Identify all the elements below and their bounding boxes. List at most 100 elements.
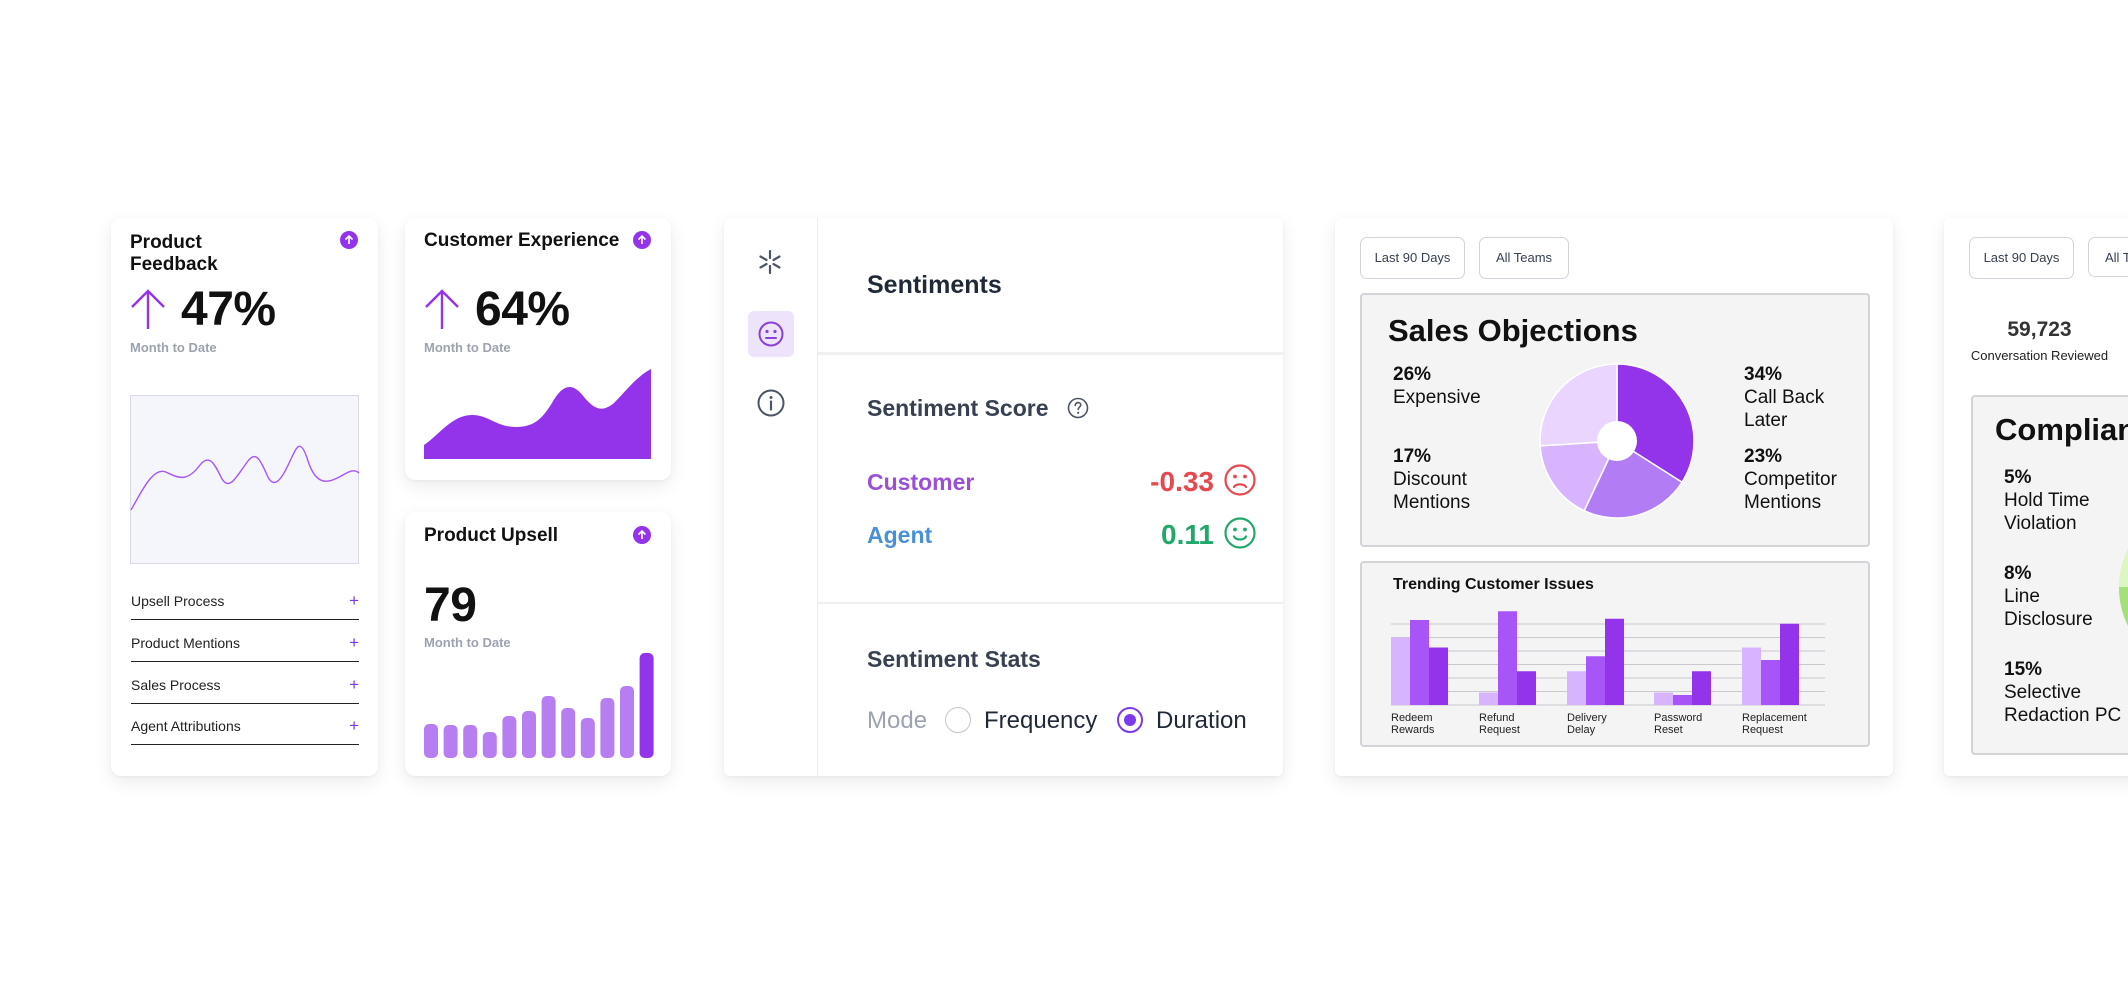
plus-icon[interactable]: + (349, 591, 359, 610)
sales-objections-panel: Sales Objections 26% Expensive 17% Disco… (1360, 293, 1870, 547)
pie-slice (1539, 440, 1619, 512)
frequency-label[interactable]: Frequency (984, 707, 1098, 734)
sparkle-icon[interactable] (757, 249, 783, 275)
issue-bar (1479, 692, 1498, 705)
trending-issues-axis: Redeem Rewards Refund Request Delivery Del… (1391, 712, 1825, 742)
pie-hole (1597, 421, 1637, 461)
x-tick-label: Replacement Request (1742, 712, 1807, 736)
happy-face-icon (1224, 517, 1256, 549)
upsell-bar (463, 725, 478, 758)
up-arrow-badge-icon[interactable] (340, 231, 358, 249)
product-feedback-sub: Month to Date (130, 340, 217, 355)
issue-bar (1391, 637, 1410, 705)
upsell-bar (561, 708, 576, 758)
x-tick-label: Refund Request (1479, 712, 1520, 736)
plus-icon[interactable]: + (349, 675, 359, 694)
upsell-bar (443, 725, 458, 758)
product-feedback-line-chart (130, 395, 360, 564)
sentiments-title: Sentiments (867, 271, 1002, 299)
objection-legend-item: 17% Discount Mentions (1393, 446, 1493, 514)
upsell-bar (541, 696, 556, 758)
trending-issues-bar-chart (1391, 611, 1825, 706)
compliance-percent: 15% (2004, 659, 2043, 680)
team-filter[interactable]: All T (2088, 237, 2128, 277)
product-upsell-title: Product Upsell (424, 525, 559, 546)
compliance-label: Selective Redaction PC (2004, 682, 2122, 726)
product-upsell-value: 79 (424, 579, 477, 632)
agent-score-value: 0.11 (1161, 519, 1214, 550)
sales-objections-title: Sales Objections (1388, 313, 1638, 348)
list-item[interactable]: Sales Process + (131, 663, 359, 704)
product-upsell-bar-chart (424, 653, 654, 758)
objection-percent: 23% (1744, 446, 1783, 467)
compliance-legend-item: 5% Hold Time Violation (2004, 467, 2104, 535)
objection-legend-item: 26% Expensive (1393, 364, 1503, 409)
issue-bar (1692, 671, 1711, 705)
compliance-title: Complian (1995, 412, 2128, 447)
compliance-label: Hold Time Violation (2004, 490, 2090, 534)
divider (818, 352, 1283, 355)
compliance-card: Last 90 Days All T 59,723 Conversation R… (1944, 218, 2128, 776)
duration-label[interactable]: Duration (1156, 707, 1247, 734)
customer-experience-card: Customer Experience 64% Month to Date (405, 218, 671, 480)
sentiments-card: Sentiments Sentiment Score Customer -0.3… (724, 218, 1283, 776)
upsell-bar (600, 698, 615, 758)
sad-face-icon (1224, 464, 1256, 496)
date-range-filter[interactable]: Last 90 Days (1969, 237, 2074, 279)
objection-label: Discount Mentions (1393, 469, 1471, 513)
objection-label: Call Back Later (1744, 387, 1825, 431)
issue-bar (1742, 647, 1761, 705)
upsell-bar (482, 732, 497, 758)
objection-legend-item: 23% Competitor Mentions (1744, 446, 1854, 514)
upsell-bar (580, 718, 595, 758)
issue-bar (1567, 671, 1586, 705)
compliance-percent: 8% (2004, 563, 2032, 584)
sales-objections-pie-chart (1539, 363, 1695, 519)
sentiment-stats-title: Sentiment Stats (867, 646, 1041, 672)
product-upsell-sub: Month to Date (424, 635, 511, 650)
duration-radio[interactable] (1117, 707, 1143, 733)
up-arrow-badge-icon[interactable] (633, 526, 651, 544)
neutral-face-icon (758, 321, 784, 347)
upsell-bar (424, 724, 438, 758)
trending-issues-panel: Trending Customer Issues Redeem Rewards R… (1360, 561, 1870, 747)
issue-bar (1517, 671, 1536, 705)
list-item-label: Sales Process (131, 677, 221, 693)
plus-icon[interactable]: + (349, 633, 359, 652)
compliance-legend-item: 8% Line Disclosure (2004, 563, 2104, 631)
list-item[interactable]: Upsell Process + (131, 579, 359, 620)
upsell-bar (639, 653, 654, 758)
sales-objections-card: Last 90 Days All Teams Sales Objections … (1335, 218, 1893, 776)
objection-percent: 34% (1744, 364, 1783, 385)
trending-issues-title: Trending Customer Issues (1393, 576, 1594, 593)
conversation-count-label: Conversation Reviewed (1970, 348, 2109, 363)
issue-bar (1761, 660, 1780, 705)
list-item[interactable]: Product Mentions + (131, 621, 359, 662)
up-arrow-badge-icon[interactable] (633, 231, 651, 249)
product-feedback-title: Product Feedback (130, 232, 218, 275)
customer-experience-value: 64% (475, 283, 570, 336)
list-item[interactable]: Agent Attributions + (131, 704, 359, 745)
up-arrow-icon (131, 289, 165, 329)
frequency-radio[interactable] (945, 707, 971, 733)
customer-experience-area-chart (424, 369, 651, 459)
up-arrow-icon (425, 289, 459, 329)
x-tick-label: Redeem Rewards (1391, 712, 1435, 736)
upsell-bar (620, 686, 634, 758)
objection-label: Competitor Mentions (1744, 469, 1837, 513)
divider (818, 602, 1283, 604)
product-upsell-card: Product Upsell 79 Month to Date (405, 512, 671, 776)
duration-radio-dot (1124, 714, 1136, 726)
help-icon[interactable] (1066, 396, 1090, 420)
issue-bar (1605, 618, 1624, 705)
plus-icon[interactable]: + (349, 716, 359, 735)
issue-bar (1429, 647, 1448, 705)
issue-bar (1673, 695, 1692, 705)
date-range-filter[interactable]: Last 90 Days (1360, 237, 1465, 279)
info-icon[interactable] (756, 388, 786, 418)
x-tick-label: Delivery Delay (1567, 712, 1607, 736)
compliance-panel: Complian 5% Hold Time Violation 8% Line … (1971, 395, 2128, 755)
sentiment-nav-button[interactable] (748, 311, 794, 357)
team-filter[interactable]: All Teams (1479, 237, 1569, 279)
list-item-label: Agent Attributions (131, 718, 241, 734)
